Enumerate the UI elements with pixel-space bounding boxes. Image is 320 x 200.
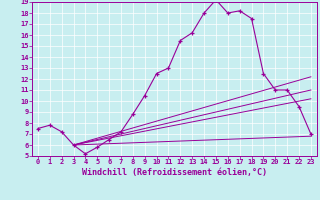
X-axis label: Windchill (Refroidissement éolien,°C): Windchill (Refroidissement éolien,°C) bbox=[82, 168, 267, 177]
